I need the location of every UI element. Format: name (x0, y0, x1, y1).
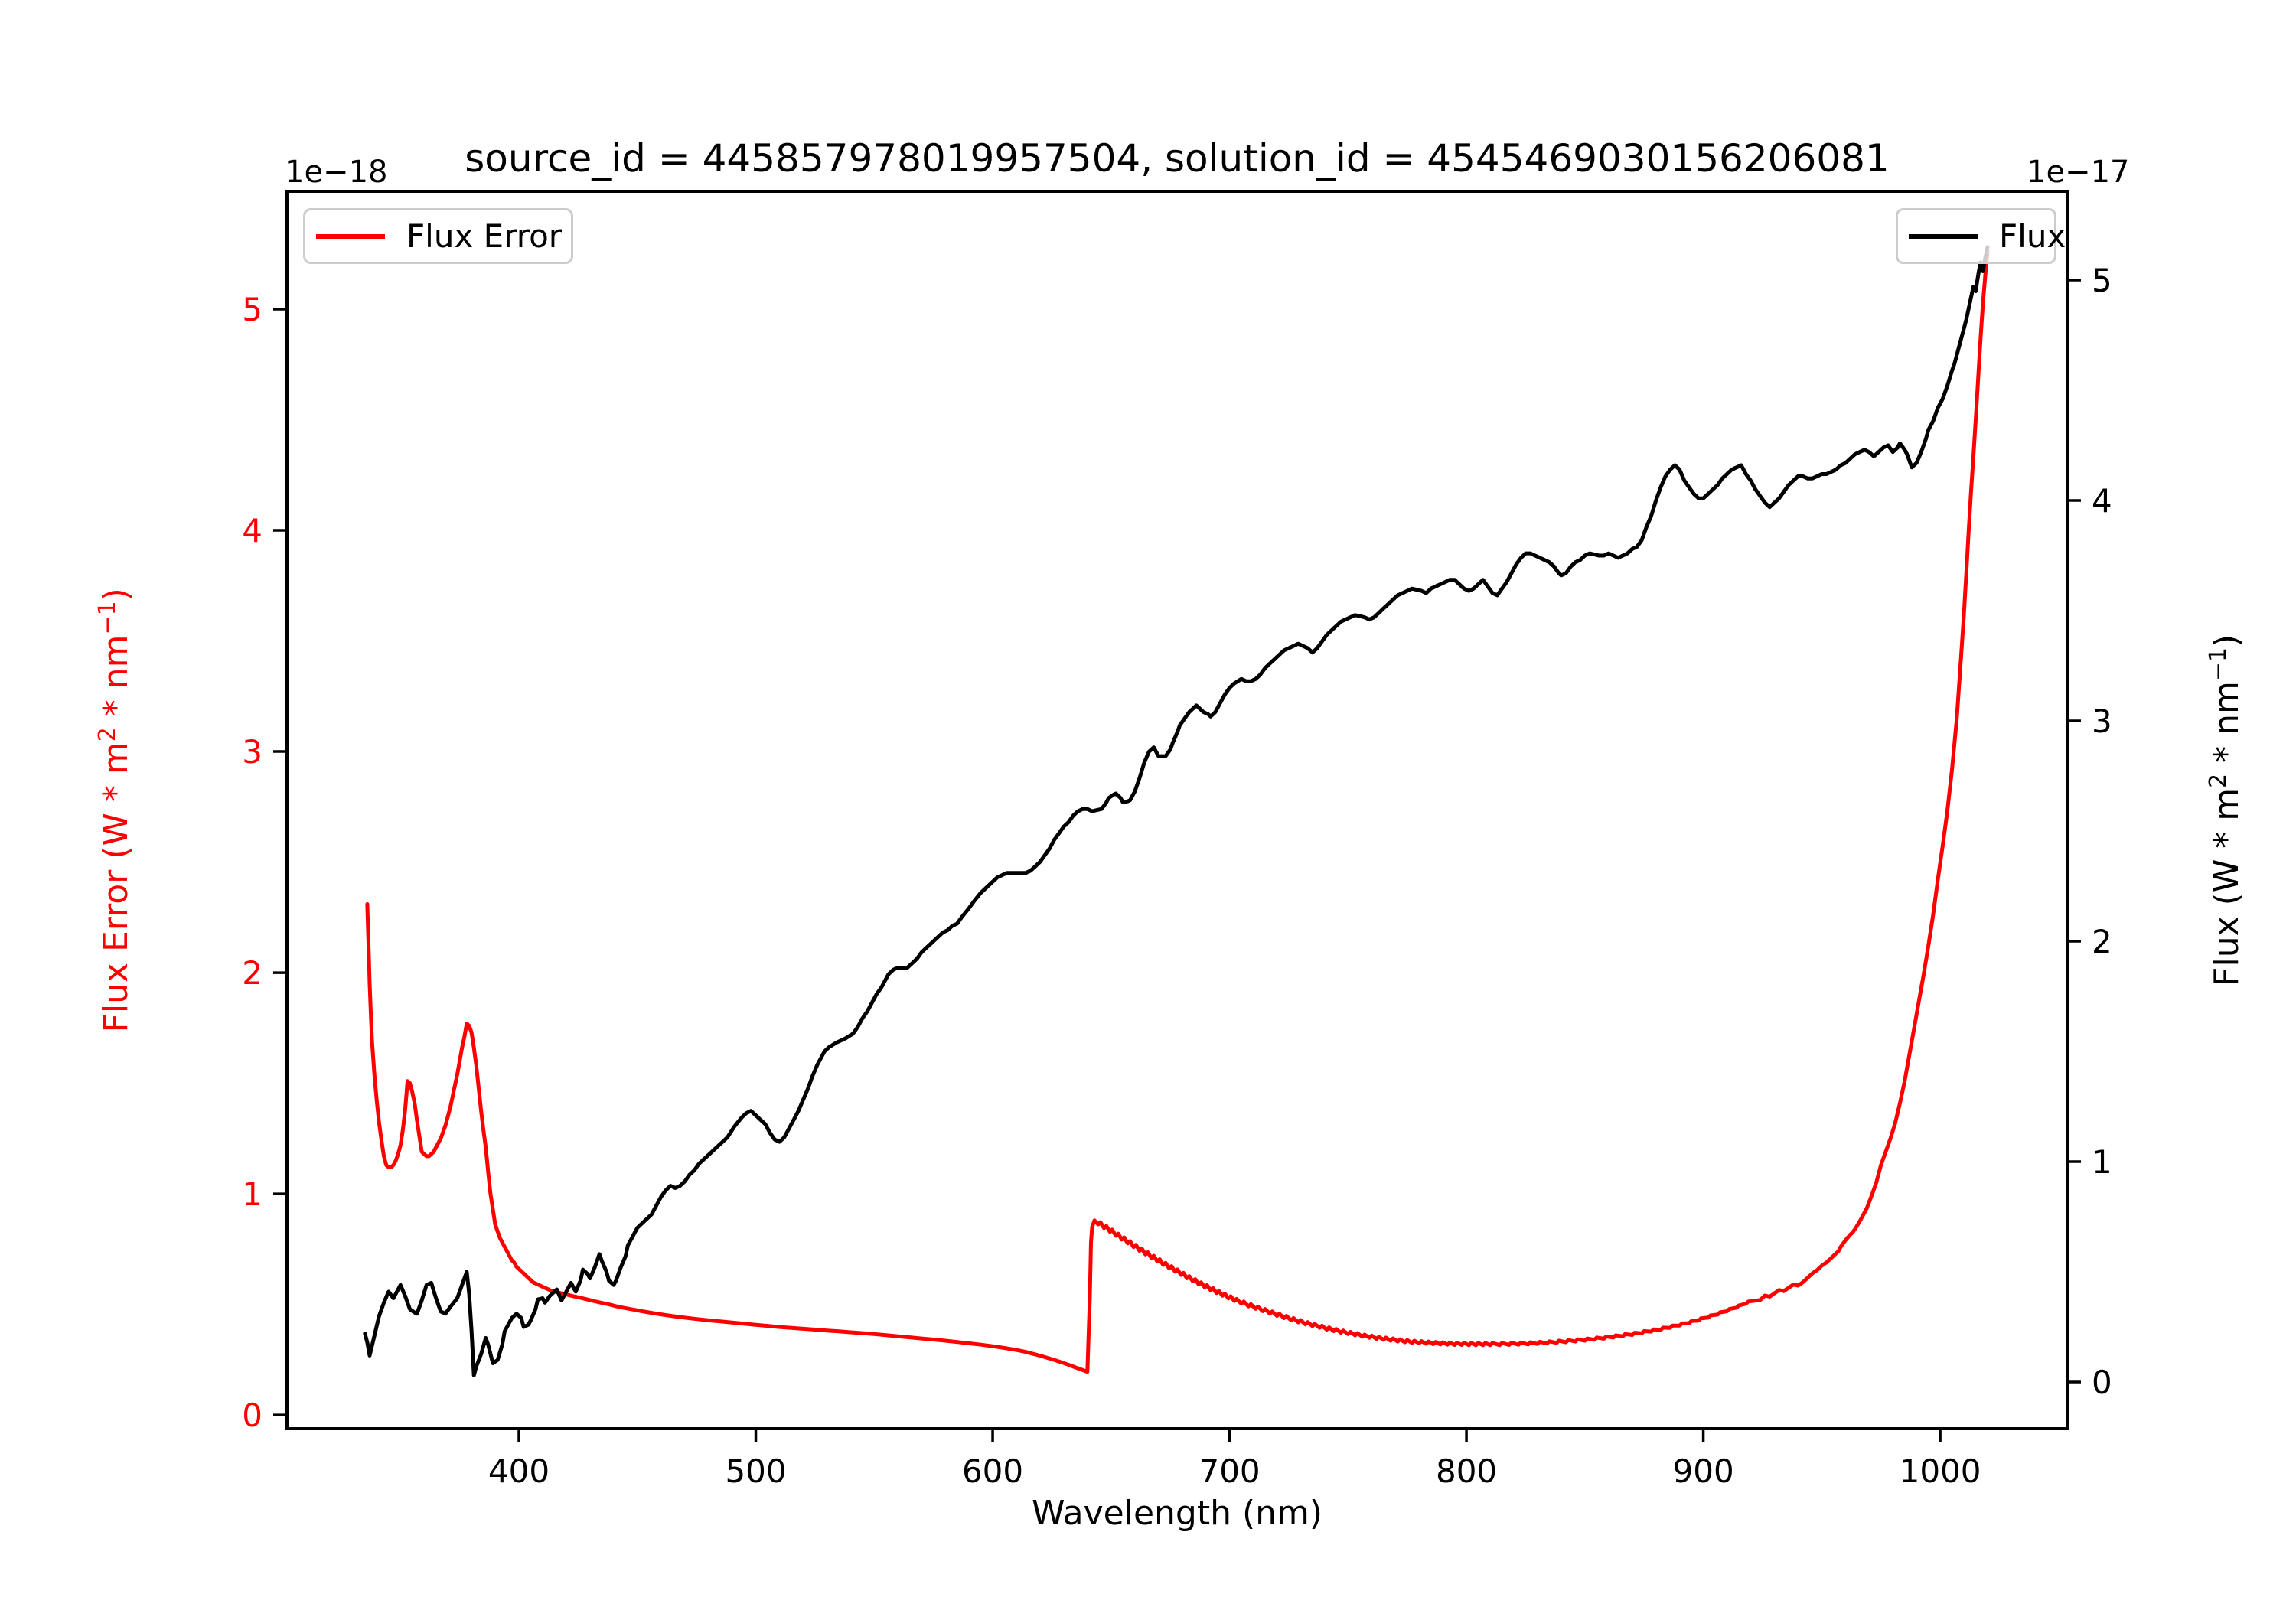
left-y-tick-label: 2 (242, 954, 263, 992)
left-y-tick-label: 3 (242, 733, 263, 771)
right-y-axis-label: Flux (W * m2 * nm−1) (2205, 275, 2246, 1346)
right-y-tick-label: 5 (2092, 262, 2112, 299)
right-y-axis-label-text2: * nm (2206, 681, 2246, 774)
left-y-axis-label-sup2: −1 (94, 601, 122, 635)
x-tick-label: 700 (1199, 1452, 1260, 1490)
left-y-axis-label-text3: ) (96, 588, 135, 601)
left-y-axis-label: Flux Error (W * m2 * nm−1) (94, 275, 135, 1346)
left-y-axis-label-text2: * nm (96, 634, 135, 728)
axes-spines (285, 190, 2069, 1430)
plot-title: source_id = 445857978019957504, solution… (465, 136, 1890, 181)
legend-flux: Flux (1896, 208, 2066, 264)
x-tick-label: 400 (488, 1452, 550, 1490)
legend-flux-label: Flux (1999, 217, 2066, 255)
left-y-tick-label: 5 (242, 291, 263, 328)
left-axis-offset-text: 1e−18 (285, 155, 388, 190)
flux-line-sample (1909, 233, 1978, 239)
right-y-tick-label: 0 (2092, 1364, 2112, 1401)
right-y-tick-label: 2 (2092, 923, 2112, 960)
x-tick-label: 900 (1673, 1452, 1734, 1490)
x-tick-label: 1000 (1900, 1452, 1981, 1490)
series-flux (363, 245, 1990, 1377)
right-y-axis-label-sup1: 2 (2205, 773, 2232, 788)
series-flux-error (365, 249, 1990, 1374)
right-y-axis-label-sup2: −1 (2205, 647, 2232, 682)
left-y-axis-label-text: Flux Error (W * m (96, 742, 135, 1033)
left-y-tick-label: 0 (242, 1397, 263, 1434)
x-axis-label: Wavelength (nm) (1031, 1494, 1323, 1533)
left-y-axis-label-sup1: 2 (94, 727, 122, 742)
x-tick-label: 600 (962, 1452, 1023, 1490)
x-tick-label: 500 (725, 1452, 786, 1490)
legend-flux-error: Flux Error (303, 208, 573, 264)
left-y-tick-label: 1 (242, 1175, 263, 1213)
right-y-tick-label: 3 (2092, 702, 2112, 740)
x-tick-label: 800 (1436, 1452, 1497, 1490)
right-y-axis-label-text: Flux (W * m (2206, 787, 2246, 986)
legend-flux-error-label: Flux Error (406, 217, 563, 255)
right-y-tick-label: 4 (2092, 482, 2112, 520)
right-axis-offset-text: 1e−17 (2027, 155, 2130, 190)
right-y-axis-label-text3: ) (2206, 634, 2246, 648)
right-y-tick-label: 1 (2092, 1143, 2112, 1181)
left-y-tick-label: 4 (242, 512, 263, 549)
flux-error-line-sample (316, 233, 385, 239)
